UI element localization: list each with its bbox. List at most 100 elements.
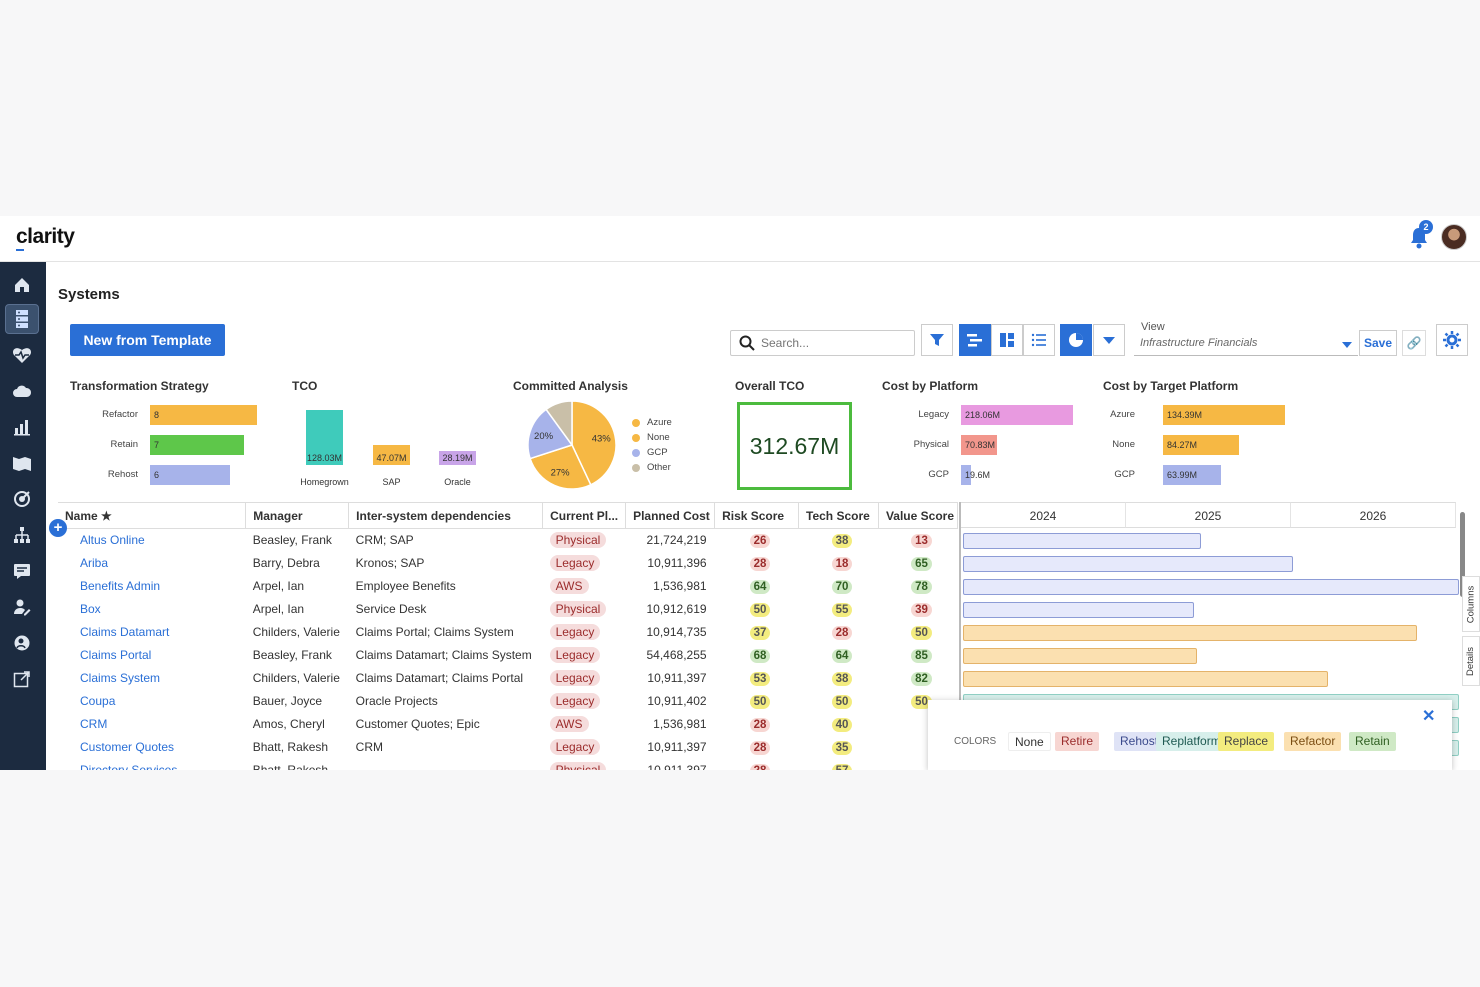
cell-manager: Bhatt, Rakesh — [252, 740, 329, 754]
gantt-bar[interactable] — [963, 579, 1459, 595]
col-risk-score-header[interactable]: Risk Score — [714, 502, 799, 529]
cell-name[interactable]: Customer Quotes — [80, 740, 175, 754]
col-name-header[interactable]: Name ★ — [58, 502, 247, 529]
details-side-tab[interactable]: Details — [1462, 636, 1480, 686]
view-caret-icon[interactable] — [1342, 342, 1352, 348]
sidebar-user-edit-icon[interactable] — [5, 592, 39, 622]
tco-bar-0[interactable]: 128.03M — [306, 410, 343, 465]
gantt-bar[interactable] — [963, 648, 1197, 664]
cell-name[interactable]: Benefits Admin — [80, 579, 161, 593]
table-row[interactable]: Directory Services Bhatt, Rakesh Physical 1… — [58, 759, 958, 770]
cell-value-score: 39 — [878, 598, 957, 621]
target-bar-2[interactable]: 63.99M — [1163, 465, 1221, 485]
sidebar-target-icon[interactable] — [5, 484, 39, 514]
table-row[interactable]: Benefits Admin Arpel, Ian Employee Benefit… — [58, 575, 958, 598]
cell-name[interactable]: Coupa — [80, 694, 116, 708]
color-chip-retain[interactable]: Retain — [1349, 732, 1396, 751]
user-avatar[interactable] — [1441, 224, 1467, 250]
sidebar-cloud-icon[interactable] — [5, 376, 39, 406]
pie-slice-2[interactable] — [527, 408, 574, 460]
gantt-bar[interactable] — [963, 671, 1328, 687]
charts-dropdown-button[interactable] — [1093, 324, 1125, 356]
sidebar-roadmap-icon[interactable] — [5, 448, 39, 478]
sidebar-systems-icon[interactable] — [5, 304, 39, 334]
view-select[interactable]: Infrastructure Financials — [1134, 332, 1358, 356]
table-row[interactable]: Coupa Bauer, Joyce Oracle Projects Legacy 10… — [58, 690, 958, 713]
cell-name[interactable]: Ariba — [80, 556, 109, 570]
col-tech-score-header[interactable]: Tech Score — [798, 502, 879, 529]
color-chip-none[interactable]: None — [1008, 732, 1051, 751]
tco-bar-2[interactable]: 28.19M — [439, 451, 476, 465]
new-from-template-button[interactable]: New from Template — [70, 324, 225, 356]
sidebar-admin-icon[interactable] — [5, 628, 39, 658]
pie-slice-1[interactable] — [529, 444, 592, 490]
list-view-button[interactable] — [1023, 324, 1055, 356]
cell-platform: Physical — [543, 598, 626, 621]
table-row[interactable]: Customer Quotes Bhatt, Rakesh CRM Legacy 10,… — [58, 736, 958, 759]
committed-analysis-pie[interactable]: 43% 27% 20% — [526, 399, 618, 491]
charts-toggle-button[interactable] — [1060, 324, 1092, 356]
gantt-bar[interactable] — [963, 533, 1201, 549]
link-icon[interactable]: 🔗 — [1402, 330, 1426, 356]
cell-platform: Physical — [543, 759, 626, 770]
color-chip-rehost[interactable]: Rehost — [1114, 732, 1165, 751]
columns-side-tab[interactable]: Columns — [1462, 576, 1480, 632]
transformation-bar-2[interactable]: 6 — [150, 465, 230, 485]
cell-name[interactable]: Claims Datamart — [80, 625, 170, 639]
save-view-button[interactable]: Save — [1359, 330, 1397, 356]
color-chip-replace[interactable]: Replace — [1218, 732, 1275, 751]
cell-manager: Arpel, Ian — [252, 579, 305, 593]
cell-name[interactable]: Directory Services — [80, 763, 178, 770]
color-chip-retire[interactable]: Retire — [1055, 732, 1100, 751]
sidebar-hierarchy-icon[interactable] — [5, 520, 39, 550]
col-manager-header[interactable]: Manager — [245, 502, 350, 529]
platform-bar-2[interactable]: 19.6M — [961, 465, 990, 485]
table-row[interactable]: Ariba Barry, Debra Kronos; SAP Legacy 10,911… — [58, 552, 958, 575]
col-value-score-header[interactable]: Value Score — [878, 502, 958, 529]
sidebar-external-link-icon[interactable] — [5, 664, 39, 694]
gantt-view-button[interactable] — [959, 324, 991, 356]
cell-name[interactable]: Altus Online — [80, 533, 145, 548]
target-bar-1[interactable]: 84.27M — [1163, 435, 1239, 455]
table-row[interactable]: CRM Amos, Cheryl Customer Quotes; Epic AWS 1… — [58, 713, 958, 736]
cell-name[interactable]: Box — [80, 602, 101, 616]
col-platform-header[interactable]: Current Pl... — [542, 502, 627, 529]
gantt-bar[interactable] — [963, 602, 1194, 618]
cell-name[interactable]: CRM — [80, 717, 108, 731]
table-row[interactable]: Claims Datamart Childers, Valerie Claims P… — [58, 621, 958, 644]
pie-slice-0[interactable] — [571, 400, 617, 486]
search-input[interactable] — [761, 336, 901, 350]
app-logo[interactable]: clarity — [16, 225, 75, 248]
table-row[interactable]: Altus Online Beasley, Frank CRM; SAP Physic… — [58, 529, 958, 552]
sidebar-messages-icon[interactable] — [5, 556, 39, 586]
table-row[interactable]: Claims System Childers, Valerie Claims Dat… — [58, 667, 958, 690]
col-dependencies-header[interactable]: Inter-system dependencies — [348, 502, 544, 529]
search-box[interactable] — [730, 330, 915, 356]
pie-slice-3[interactable] — [545, 400, 573, 448]
col-planned-cost-header[interactable]: Planned Cost — [625, 502, 716, 529]
tco-bar-1[interactable]: 47.07M — [373, 445, 410, 465]
transformation-bar-0[interactable]: 8 — [150, 405, 257, 425]
table-row[interactable]: Claims Portal Beasley, Frank Claims Datama… — [58, 644, 958, 667]
sidebar-home-icon[interactable] — [5, 270, 39, 300]
filter-button[interactable] — [921, 324, 953, 356]
transformation-bar-1[interactable]: 7 — [150, 435, 244, 455]
platform-bar-1[interactable]: 70.83M — [961, 435, 997, 455]
add-row-icon[interactable]: + — [49, 519, 67, 537]
settings-button[interactable] — [1436, 324, 1468, 356]
platform-bar-0[interactable]: 218.06M — [961, 405, 1073, 425]
board-view-button[interactable] — [991, 324, 1023, 356]
color-chip-refactor[interactable]: Refactor — [1284, 732, 1342, 751]
sidebar-reports-icon[interactable] — [5, 412, 39, 442]
sidebar-health-icon[interactable] — [5, 340, 39, 370]
cell-name[interactable]: Claims Portal — [80, 648, 152, 662]
cell-name[interactable]: Claims System — [80, 671, 161, 685]
gantt-bar[interactable] — [963, 556, 1293, 572]
vertical-scrollbar[interactable] — [1460, 512, 1465, 597]
color-chip-replatform[interactable]: Replatform — [1156, 732, 1227, 751]
target-bar-0[interactable]: 134.39M — [1163, 405, 1285, 425]
gantt-bar[interactable] — [963, 625, 1417, 641]
close-icon[interactable]: ✕ — [1422, 708, 1436, 725]
table-row[interactable]: Box Arpel, Ian Service Desk Physical 10,912,… — [58, 598, 958, 621]
overall-tco-value[interactable]: 312.67M — [737, 402, 852, 490]
